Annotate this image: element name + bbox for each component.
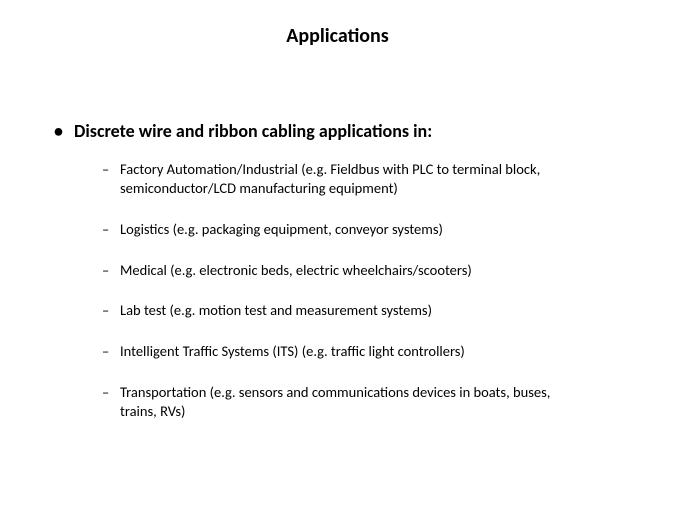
sub-bullet-list: Factory Automation/Industrial (e.g. Fiel… [50,160,625,421]
sub-bullet-item: Intelligent Traffic Systems (ITS) (e.g. … [102,342,582,361]
slide-title: Applications [0,0,675,48]
sub-bullet-item: Medical (e.g. electronic beds, electric … [102,261,582,280]
sub-bullet-item: Lab test (e.g. motion test and measureme… [102,301,582,320]
sub-bullet-item: Factory Automation/Industrial (e.g. Fiel… [102,160,582,198]
sub-bullet-item: Transportation (e.g. sensors and communi… [102,383,582,421]
sub-bullet-item: Logistics (e.g. packaging equipment, con… [102,220,582,239]
slide-content: Discrete wire and ribbon cabling applica… [0,48,675,421]
main-bullet: Discrete wire and ribbon cabling applica… [50,120,625,142]
